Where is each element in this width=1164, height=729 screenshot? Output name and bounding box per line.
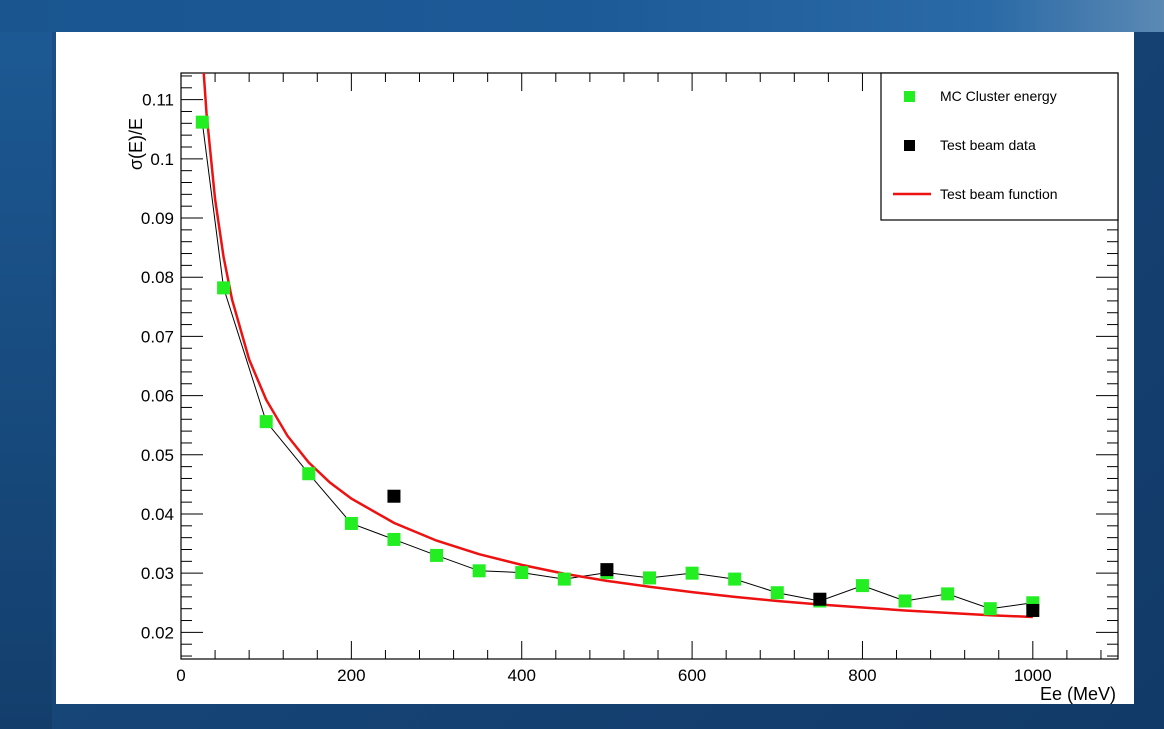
plot-panel: 0.02 0.03 0.04 0.05 0.06 0.07 0.08 0.09 0.1 0.11 …	[56, 32, 1134, 704]
legend-test-beam-function-label: Test beam function	[940, 186, 1058, 202]
x-tick-label: 1000	[1014, 666, 1052, 685]
x-axis-title: Ee (MeV)	[1040, 684, 1116, 704]
test-beam-function-curve	[202, 73, 1033, 619]
slide-background-top	[0, 0, 1164, 32]
mc-cluster-point	[515, 566, 529, 580]
mc-cluster-point	[259, 415, 273, 429]
mc-cluster-point	[217, 281, 231, 295]
mc-cluster-point	[472, 564, 486, 578]
y-tick-label: 0.07	[141, 327, 174, 346]
test-beam-data-series	[387, 489, 1040, 617]
mc-cluster-point	[344, 516, 358, 530]
x-tick-label: 200	[337, 666, 365, 685]
test-beam-point	[600, 563, 614, 577]
legend: MC Cluster energy Test beam data Test be…	[880, 72, 1119, 221]
mc-cluster-point	[898, 594, 912, 608]
mc-cluster-point	[387, 532, 401, 546]
x-tick-label: 400	[508, 666, 536, 685]
mc-cluster-point	[983, 602, 997, 616]
resolution-chart: 0.020.030.040.050.060.070.080.090.10.11 …	[126, 72, 1119, 704]
y-axis-title: σ(E)/E	[126, 118, 146, 170]
test-beam-point	[813, 592, 827, 606]
legend-mc-cluster-swatch	[904, 91, 915, 102]
plot-frame	[180, 72, 1119, 660]
legend-mc-cluster-label: MC Cluster energy	[940, 88, 1057, 104]
mc-cluster-point	[643, 571, 656, 585]
y-tick-label: 0.02	[141, 623, 174, 642]
legend-box	[880, 72, 1119, 221]
y-axis-tick-labels: 0.02 0.03 0.04 0.05 0.06 0.07 0.08 0.09 0.1 0.11	[141, 91, 174, 643]
mc-cluster-point	[557, 572, 571, 586]
x-tick-label: 600	[678, 666, 706, 685]
legend-test-beam-data-swatch	[904, 140, 915, 151]
y-axis-ticks	[181, 75, 1118, 657]
mc-cluster-point	[430, 548, 444, 562]
mc-cluster-point	[302, 467, 316, 481]
x-tick-label: 0	[176, 666, 185, 685]
x-tick-label: 800	[848, 666, 876, 685]
y-tick-label: 0.1	[150, 150, 174, 169]
y-tick-label: 0.08	[141, 268, 174, 287]
mc-cluster-point	[855, 579, 869, 593]
mc-cluster-point	[195, 115, 209, 129]
x-axis-tick-labels: 0 200 400 600 800 1000	[176, 666, 1051, 685]
y-tick-label: 0.05	[141, 446, 174, 465]
test-beam-function-line	[202, 73, 1033, 619]
y-tick-label: 0.11	[142, 91, 174, 110]
slide-background-left	[0, 0, 52, 729]
mc-cluster-point	[770, 586, 784, 600]
y-tick-label: 0.06	[141, 387, 174, 406]
mc-cluster-point	[941, 587, 955, 601]
y-tick-label: 0.09	[141, 209, 174, 228]
test-beam-point	[387, 489, 401, 503]
mc-cluster-point	[728, 572, 742, 586]
y-tick-label: 0.03	[141, 564, 174, 583]
test-beam-point	[1026, 603, 1040, 617]
y-tick-label: 0.04	[141, 505, 174, 524]
mc-cluster-point	[685, 566, 699, 580]
legend-test-beam-data-label: Test beam data	[940, 137, 1036, 153]
